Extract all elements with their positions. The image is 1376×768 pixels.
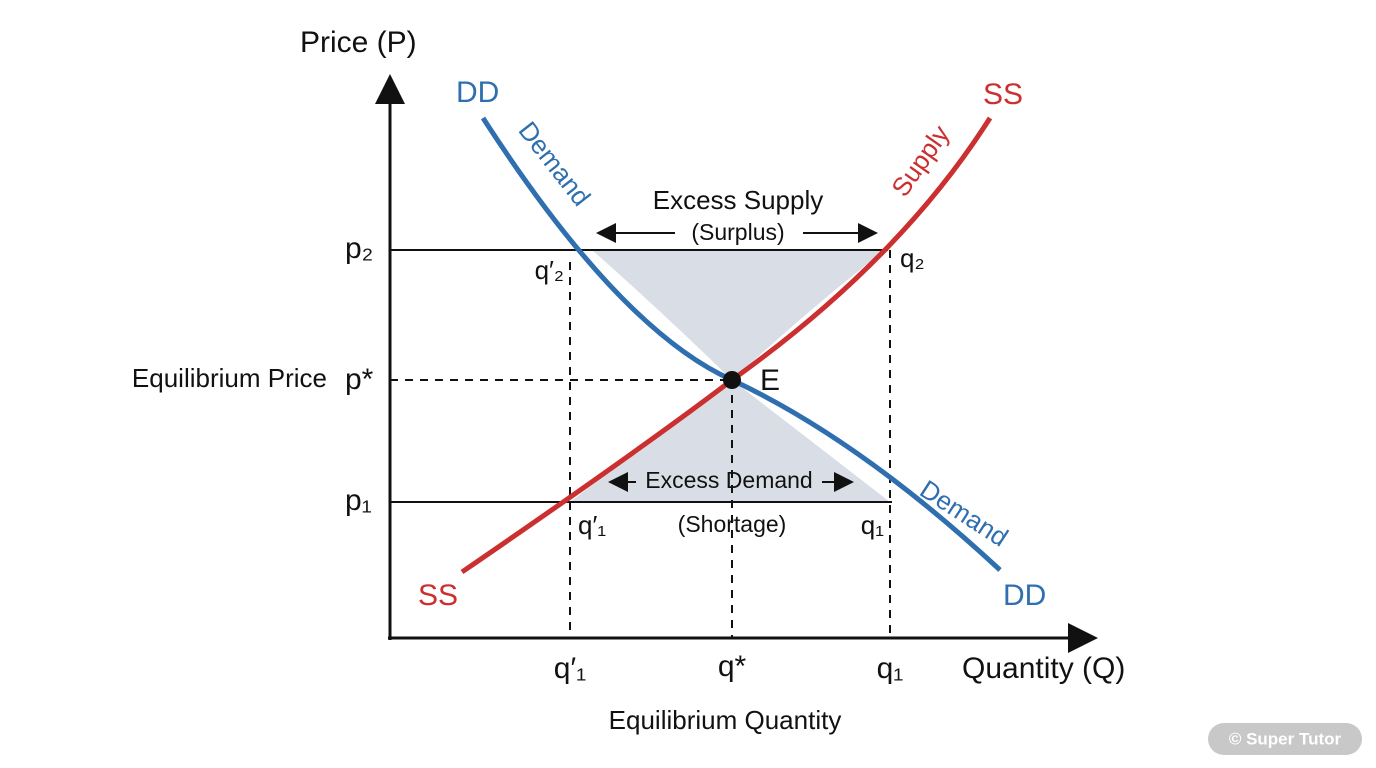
equilibrium-label: E <box>760 364 780 397</box>
shortage-area <box>570 380 890 502</box>
equilibrium-price-label: Equilibrium Price <box>132 363 327 393</box>
equilibrium-quantity-label: Equilibrium Quantity <box>609 705 842 735</box>
surplus-title: Excess Supply <box>653 185 824 215</box>
quantity-label: q* <box>718 650 747 683</box>
quantity-label: q₁ <box>861 510 884 540</box>
surplus-note: (Surplus) <box>691 219 784 245</box>
shortage-title: Excess Demand <box>645 467 812 493</box>
demand-name: DD <box>456 76 499 109</box>
quantity-label: q′₁ <box>578 510 606 540</box>
quantity-label: q′₁ <box>554 652 586 685</box>
quantity-label: q′₂ <box>535 255 564 285</box>
equilibrium-point <box>723 371 741 389</box>
surplus-area <box>592 250 885 380</box>
supply-name: SS <box>418 579 458 612</box>
supply-name: SS <box>983 78 1023 111</box>
price-label: p* <box>345 363 374 396</box>
demand-name: DD <box>1003 579 1046 612</box>
quantity-label: q₂ <box>900 243 925 273</box>
supply-label: Supply <box>885 120 955 202</box>
demand-label: Demand <box>513 116 597 212</box>
x-axis-label: Quantity (Q) <box>962 652 1125 685</box>
price-label: p₁ <box>345 484 372 517</box>
watermark: © Super Tutor <box>1229 729 1342 748</box>
y-axis-label: Price (P) <box>300 26 417 59</box>
price-label: p₂ <box>345 232 373 265</box>
shortage-note: (Shortage) <box>678 511 787 537</box>
quantity-label: q₁ <box>877 652 904 685</box>
watermark-badge <box>1208 723 1362 755</box>
